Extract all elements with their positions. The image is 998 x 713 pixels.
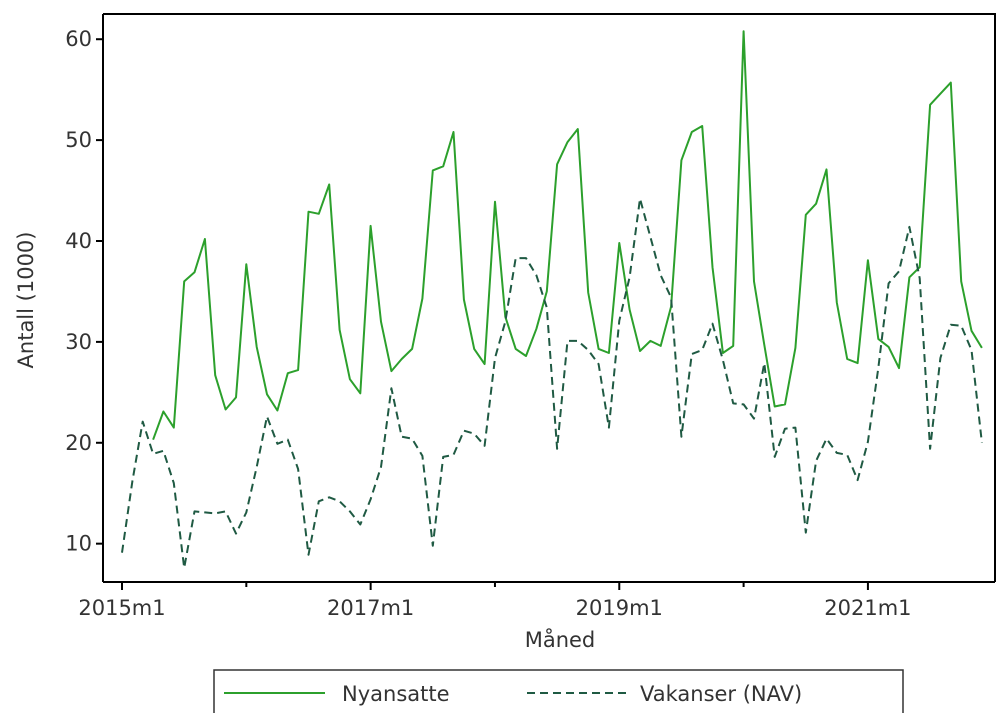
y-tick-label: 40	[65, 229, 92, 253]
y-axis-title: Antall (1000)	[14, 232, 38, 369]
x-tick-label: 2021m1	[824, 596, 911, 620]
plot-frame	[102, 13, 996, 583]
y-tick-label: 10	[65, 532, 92, 556]
legend: Nyansatte Vakanser (NAV)	[213, 669, 904, 713]
legend-label: Nyansatte	[342, 682, 450, 706]
plot-border	[103, 13, 996, 582]
x-axis: 2015m1 2017m1 2019m1 2021m1	[78, 582, 912, 620]
series-line-nyansatte	[152, 30, 983, 441]
y-tick-label: 50	[65, 128, 92, 152]
x-axis-title: Måned	[525, 627, 596, 652]
legend-label: Vakanser (NAV)	[640, 682, 802, 706]
series-line-vakanser	[121, 197, 983, 569]
x-tick-label: 2019m1	[576, 596, 663, 620]
legend-box	[213, 669, 904, 713]
x-tick-label: 2017m1	[327, 596, 414, 620]
y-tick-label: 20	[65, 431, 92, 455]
y-axis: 10 20 30 40 50 60	[65, 27, 103, 556]
y-tick-label: 60	[65, 27, 92, 51]
y-tick-label: 30	[65, 330, 92, 354]
series-layer	[121, 30, 983, 569]
x-tick-label: 2015m1	[78, 596, 165, 620]
